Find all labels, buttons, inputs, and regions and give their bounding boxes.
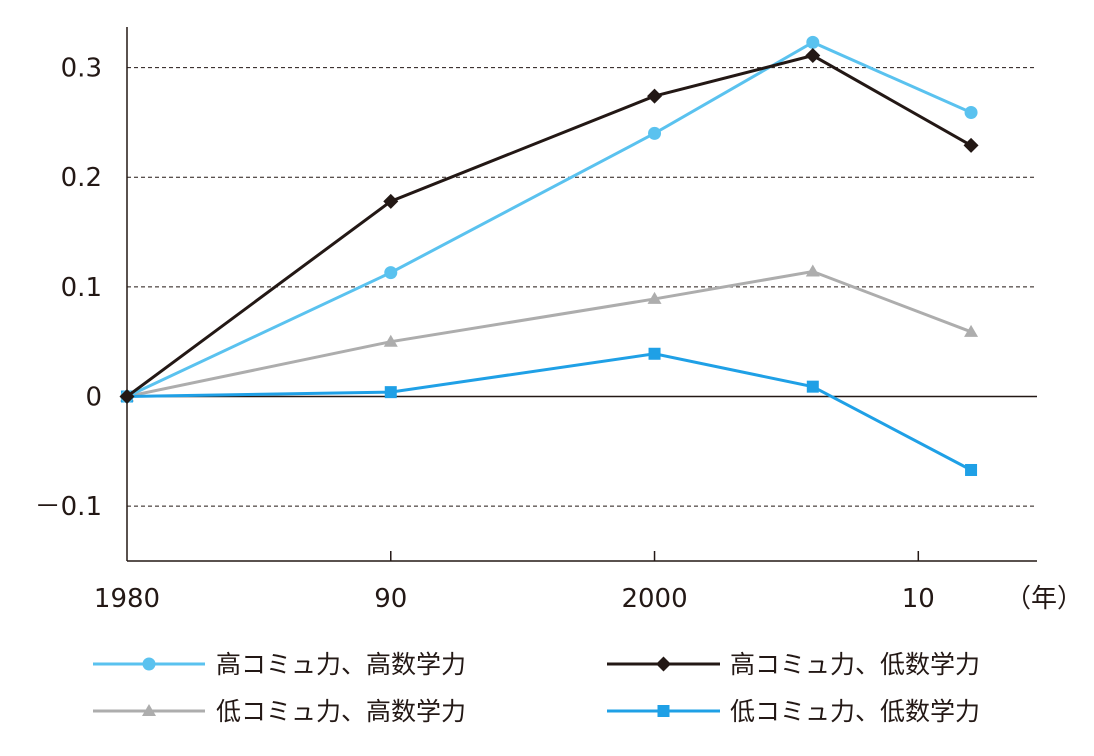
legend-item: 高コミュ力、高数学力 <box>93 650 466 679</box>
data-point <box>384 266 398 280</box>
legend-swatch-marker <box>142 704 156 716</box>
data-point <box>648 126 662 140</box>
data-point <box>647 291 662 304</box>
data-point <box>806 35 820 49</box>
data-point <box>963 137 979 153</box>
series-1 <box>119 48 979 405</box>
data-point <box>383 193 399 209</box>
data-point <box>965 463 978 476</box>
y-tick-label: 0.2 <box>61 163 102 193</box>
x-unit-label: （年） <box>1005 584 1083 614</box>
y-tick-label: 0 <box>85 383 102 413</box>
x-tick-label: 2000 <box>621 584 687 614</box>
data-point <box>805 264 820 277</box>
data-point <box>964 106 978 120</box>
series-3 <box>121 347 978 476</box>
legend-label: 低コミュ力、低数学力 <box>730 697 980 726</box>
series-0 <box>120 35 978 404</box>
data-point <box>806 380 819 393</box>
legend-swatch-marker <box>656 656 671 672</box>
data-point <box>805 48 821 64</box>
legend-swatch-marker <box>657 705 670 717</box>
x-tick-label: 1980 <box>94 584 160 614</box>
data-point <box>964 324 979 337</box>
gridlines <box>127 67 1037 507</box>
series <box>119 35 979 476</box>
axes <box>126 27 1037 562</box>
data-point <box>383 334 398 347</box>
series-line <box>126 40 972 398</box>
y-tick-label: －0.1 <box>35 492 102 522</box>
legend-label: 高コミュ力、高数学力 <box>216 650 466 679</box>
legend-swatch-marker <box>142 657 156 671</box>
x-tick-label: 10 <box>902 584 935 614</box>
legend-item: 高コミュ力、低数学力 <box>607 650 980 679</box>
series-line <box>126 53 972 398</box>
data-point <box>648 347 661 360</box>
y-tick-label: 0.3 <box>61 54 102 84</box>
data-point <box>119 389 135 405</box>
data-point <box>647 88 663 104</box>
legend-item: 低コミュ力、低数学力 <box>607 697 980 726</box>
legend-label: 低コミュ力、高数学力 <box>216 697 466 726</box>
x-tick-labels: 1980 90 2000 10 <box>94 551 935 614</box>
x-tick-label: 90 <box>374 584 407 614</box>
series-line <box>126 269 972 398</box>
legend-item: 低コミュ力、高数学力 <box>93 697 466 726</box>
y-tick-labels: 0.3 0.2 0.1 0 －0.1 <box>35 54 102 523</box>
y-tick-label: 0.1 <box>61 273 102 303</box>
series-2 <box>120 264 979 402</box>
data-point <box>384 386 397 399</box>
legend-label: 高コミュ力、低数学力 <box>730 650 980 679</box>
